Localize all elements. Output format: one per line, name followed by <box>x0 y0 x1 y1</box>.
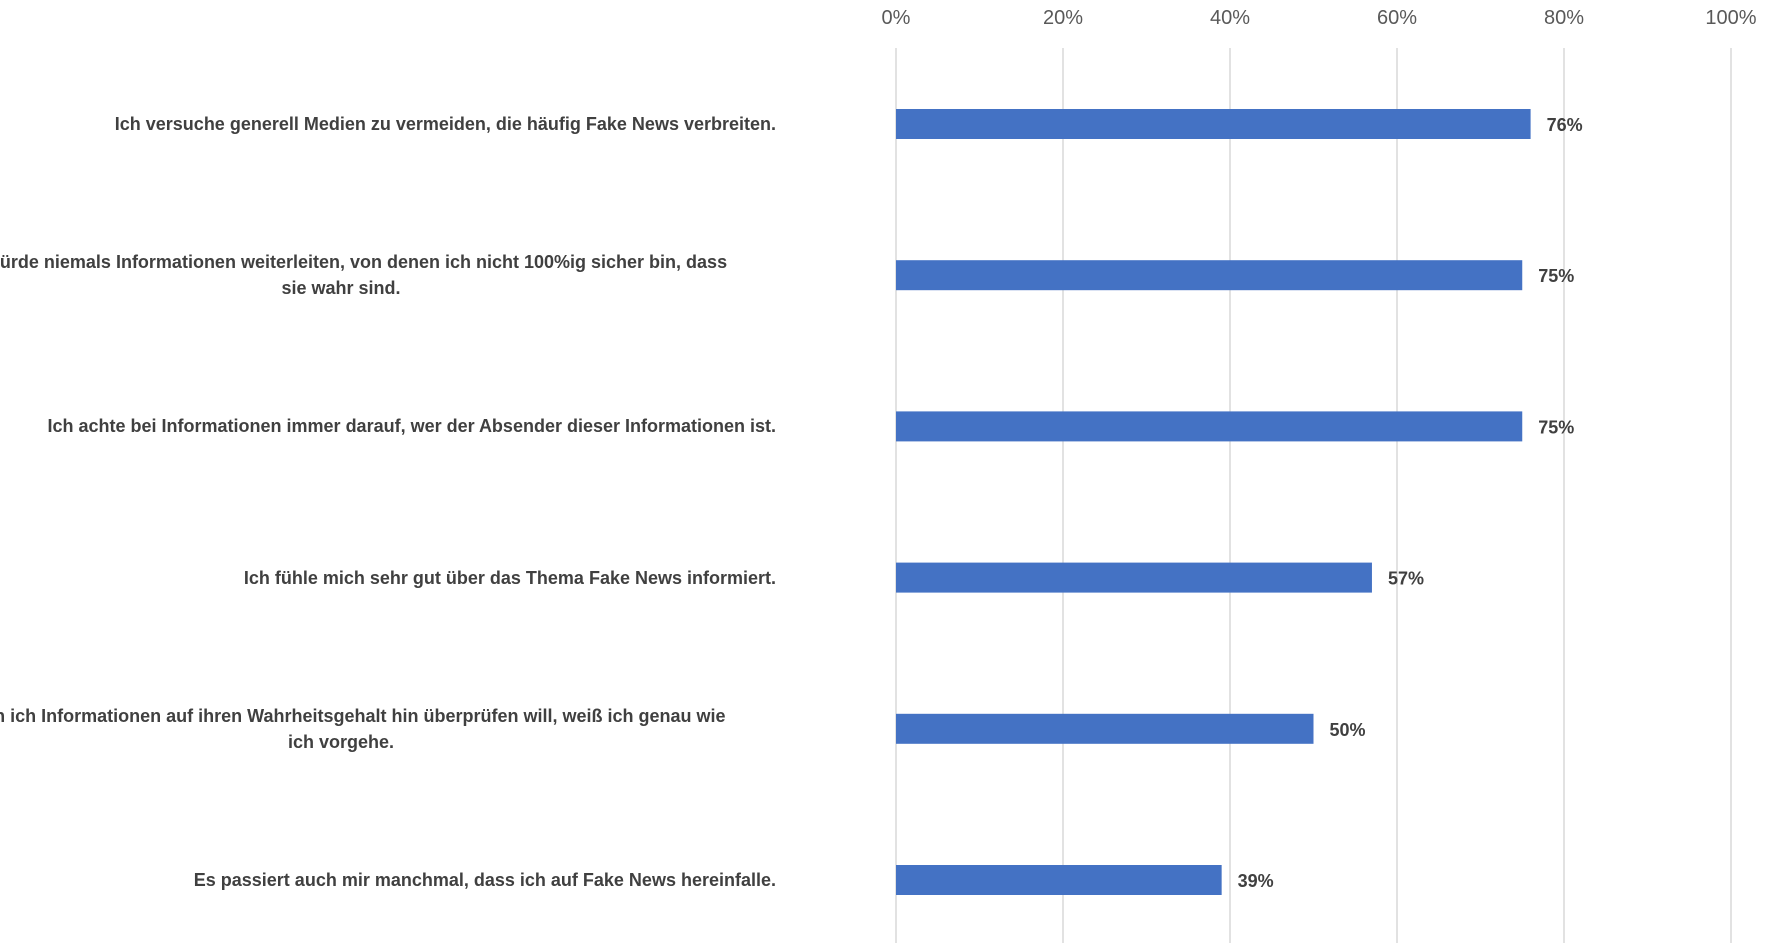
x-tick-label: 20% <box>1043 7 1083 29</box>
bar-value-label: 39% <box>1238 871 1274 891</box>
category-label: Ich fühle mich sehr gut über das Thema F… <box>0 565 776 591</box>
category-label-line: Ich achte bei Informationen immer darauf… <box>47 416 777 437</box>
bar <box>896 865 1222 895</box>
x-tick-label: 60% <box>1377 7 1417 29</box>
category-label: Es passiert auch mir manchmal, dass ich … <box>0 867 776 893</box>
category-label-line: Ich versuche generell Medien zu vermeide… <box>114 114 776 134</box>
category-label: Wenn ich Informationen auf ihren Wahrhei… <box>0 703 776 755</box>
bar <box>896 562 1372 593</box>
bar-value-label: 75% <box>1538 266 1574 286</box>
bar-value-label: 57% <box>1388 569 1424 589</box>
bar <box>896 713 1314 744</box>
bar <box>896 109 1531 139</box>
bar <box>896 260 1523 291</box>
x-tick-label: 0% <box>882 7 911 29</box>
x-tick-label: 80% <box>1544 7 1584 29</box>
category-label-line: ich vorgehe. <box>287 731 395 752</box>
category-label-line: Ich würde niemals Informationen weiterle… <box>0 252 728 273</box>
bar-value-label: 76% <box>1547 115 1583 135</box>
bar-value-label: 75% <box>1538 417 1574 437</box>
x-tick-label: 100% <box>1705 7 1756 29</box>
bar <box>896 411 1523 442</box>
bar-value-label: 50% <box>1330 720 1366 740</box>
category-label-line: Es passiert auch mir manchmal, dass ich … <box>193 870 776 890</box>
category-label: Ich würde niemals Informationen weiterle… <box>0 249 776 301</box>
category-label-line: sie wahr sind. <box>281 278 401 299</box>
category-label-line: Wenn ich Informationen auf ihren Wahrhei… <box>0 705 726 726</box>
x-tick-label: 40% <box>1210 7 1250 29</box>
category-label: Ich versuche generell Medien zu vermeide… <box>0 111 776 137</box>
category-label: Ich achte bei Informationen immer darauf… <box>0 413 777 439</box>
category-label-line: Ich fühle mich sehr gut über das Thema F… <box>243 567 776 588</box>
